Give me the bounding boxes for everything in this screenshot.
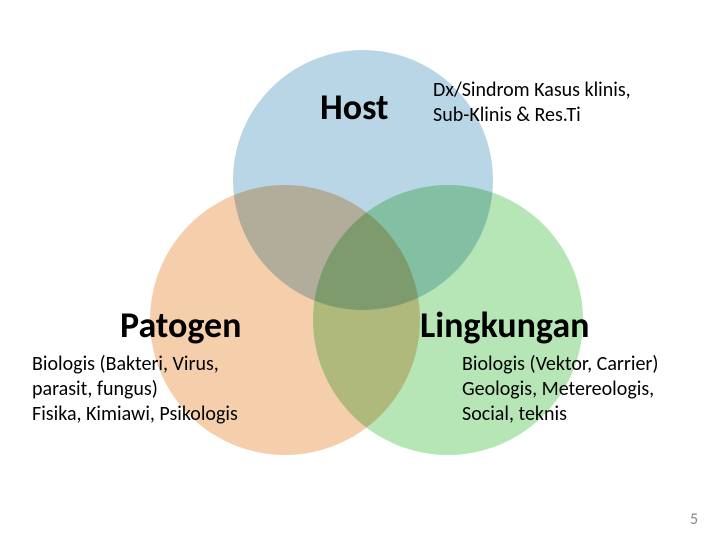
label-host: Host <box>320 85 389 129</box>
desc-host-line2: Sub-Klinis & Res.Ti <box>433 103 631 128</box>
desc-lingkungan: Biologis (Vektor, Carrier) Geologis, Met… <box>462 352 658 427</box>
desc-host: Dx/Sindrom Kasus klinis, Sub-Klinis & Re… <box>433 78 631 128</box>
desc-patogen-line2: parasit, fungus) <box>32 377 238 402</box>
desc-patogen-line3: Fisika, Kimiawi, Psikologis <box>32 402 238 427</box>
desc-lingkungan-line1: Biologis (Vektor, Carrier) <box>462 352 658 377</box>
desc-host-line1: Dx/Sindrom Kasus klinis, <box>433 78 631 103</box>
desc-patogen-line1: Biologis (Bakteri, Virus, <box>32 352 238 377</box>
desc-lingkungan-line2: Geologis, Metereologis, <box>462 377 658 402</box>
page-number: 5 <box>690 510 698 529</box>
venn-diagram: Host Patogen Lingkungan Dx/Sindrom Kasus… <box>0 0 720 540</box>
label-lingkungan: Lingkungan <box>420 303 589 347</box>
label-patogen: Patogen <box>120 303 242 347</box>
desc-lingkungan-line3: Social, teknis <box>462 402 658 427</box>
desc-patogen: Biologis (Bakteri, Virus, parasit, fungu… <box>32 352 238 427</box>
